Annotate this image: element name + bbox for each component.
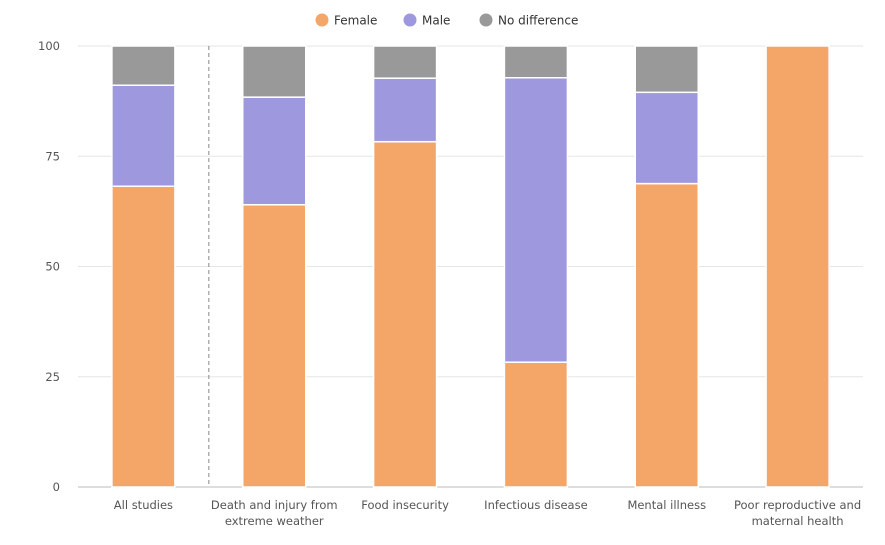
legend-item-female: Female bbox=[315, 13, 377, 28]
x-tick-label-line: Food insecurity bbox=[361, 498, 449, 512]
x-tick-label: Food insecurity bbox=[361, 498, 449, 512]
legend-swatch bbox=[479, 13, 493, 27]
x-tick-label-line: All studies bbox=[114, 498, 173, 512]
bar-segment-no-difference bbox=[503, 45, 569, 79]
bar-group bbox=[503, 45, 569, 488]
x-tick-label-line: maternal health bbox=[752, 514, 844, 528]
bar-segment-female bbox=[372, 140, 438, 488]
bar-group bbox=[372, 45, 438, 488]
x-tick-label-line: Infectious disease bbox=[484, 498, 587, 512]
x-tick-label: Death and injury from extreme weather bbox=[211, 498, 338, 528]
bar-segment-male bbox=[111, 84, 176, 187]
x-tick-label-line: Poor reproductive and bbox=[734, 498, 861, 512]
x-tick-label: Mental illness bbox=[627, 498, 706, 512]
bar-segment-female bbox=[111, 185, 176, 488]
legend-item-no-difference: No difference bbox=[479, 13, 578, 28]
legend-label: Female bbox=[334, 14, 377, 28]
legend-label: No difference bbox=[498, 14, 578, 28]
y-tick-label: 75 bbox=[45, 149, 60, 163]
x-tick-label: Poor reproductive and maternal health bbox=[734, 498, 861, 528]
bar-segment-no-difference bbox=[634, 45, 699, 94]
bar-segment-no-difference bbox=[372, 45, 438, 79]
x-tick-label-line: Death and injury from bbox=[211, 498, 338, 512]
bar-group bbox=[111, 45, 176, 488]
y-tick-label: 100 bbox=[38, 39, 60, 53]
y-tick-label: 50 bbox=[45, 260, 60, 274]
x-tick-label: Infectious disease bbox=[484, 498, 587, 512]
bar-segment-female bbox=[503, 361, 569, 488]
legend: Female Male No difference bbox=[315, 13, 578, 28]
bar-group bbox=[765, 45, 830, 488]
bar-group bbox=[634, 45, 699, 488]
bar-segment-male bbox=[634, 91, 699, 185]
x-tick-label-line: Mental illness bbox=[627, 498, 706, 512]
x-tick-label-line: extreme weather bbox=[225, 514, 324, 528]
x-axis: All studies Death and injury from extreme … bbox=[114, 498, 861, 528]
bar-segment-no-difference bbox=[242, 45, 307, 98]
y-tick-label: 25 bbox=[45, 370, 60, 384]
y-axis: 0 25 50 75 100 bbox=[38, 39, 60, 494]
legend-label: Male bbox=[422, 14, 450, 28]
bar-segment-no-difference bbox=[111, 45, 176, 86]
grid-lines bbox=[78, 45, 863, 488]
bar-segment-female bbox=[634, 182, 699, 488]
bar-group bbox=[242, 45, 307, 488]
legend-swatch bbox=[315, 13, 329, 27]
x-tick-label: All studies bbox=[114, 498, 173, 512]
bar-segment-male bbox=[372, 77, 438, 143]
bars bbox=[111, 45, 830, 488]
legend-swatch bbox=[403, 13, 417, 27]
y-tick-label: 0 bbox=[53, 480, 60, 494]
bar-segment-male bbox=[242, 96, 307, 206]
bar-segment-female bbox=[242, 204, 307, 488]
legend-item-male: Male bbox=[403, 13, 450, 28]
bar-segment-male bbox=[503, 77, 569, 363]
bar-segment-female bbox=[765, 45, 830, 488]
